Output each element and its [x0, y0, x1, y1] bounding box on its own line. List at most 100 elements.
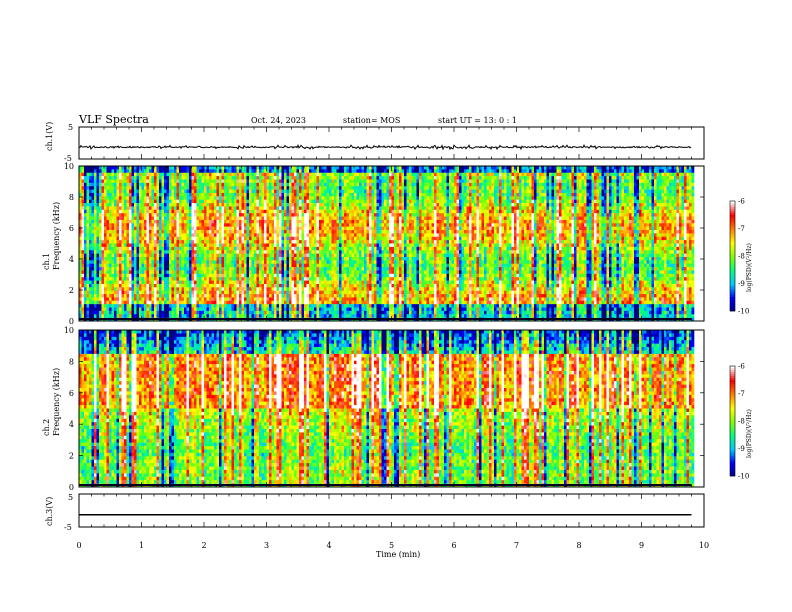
spectrogram-cell [119, 277, 122, 281]
spectrogram-cell [181, 230, 185, 234]
spectrogram-cell [96, 280, 100, 285]
spectrogram-cell [94, 226, 97, 231]
spectrogram-cell [194, 307, 197, 312]
spectrogram-cell [196, 260, 200, 265]
spectrogram-cell [161, 182, 165, 187]
spectrogram-cell [334, 209, 337, 214]
spectrogram-cell [111, 290, 115, 295]
spectrogram-cell [101, 206, 105, 211]
spectrogram-cell [239, 300, 242, 305]
spectrogram-cell [136, 304, 140, 308]
spectrogram-cell [126, 283, 130, 288]
spectrogram-cell [201, 280, 205, 285]
spectrogram-cell [96, 196, 100, 200]
spectrogram-cell [209, 206, 212, 211]
spectrogram-cell [136, 260, 140, 265]
spectrogram-cell [136, 226, 140, 231]
spectrogram-cell [289, 314, 292, 318]
spectrogram-cell [314, 304, 317, 308]
spectrogram-cell [181, 256, 185, 261]
spectrogram-cell [89, 256, 92, 261]
spectrogram-cell [331, 192, 335, 197]
spectrogram-cell [129, 253, 132, 258]
spectrogram-cell [101, 290, 105, 295]
spectrogram-cell [211, 209, 215, 214]
spectrogram-cell [274, 182, 277, 187]
spectrogram-cell [326, 307, 330, 312]
spectrogram-cell [341, 310, 345, 315]
spectrogram-cell [134, 216, 137, 221]
spectrogram-cell [186, 186, 190, 190]
spectrogram-cell [324, 219, 327, 224]
spectrogram-cell [116, 176, 120, 180]
spectrogram-cell [296, 314, 300, 318]
spectrogram-cell [249, 294, 252, 298]
spectrogram-cell [261, 182, 265, 187]
spectrogram-cell [141, 213, 145, 217]
spectrogram-cell [314, 250, 317, 254]
spectrogram-cell [81, 253, 85, 258]
spectrogram-cell [166, 213, 170, 217]
spectrogram-cell [154, 166, 157, 170]
spectrogram-cell [299, 314, 302, 318]
spectrogram-cell [144, 243, 147, 248]
spectrogram-cell [249, 189, 252, 194]
spectrogram-cell [264, 186, 267, 190]
spectrogram-cell [319, 219, 322, 224]
spectrogram-cell [121, 209, 125, 214]
spectrogram-cell [101, 300, 105, 305]
spectrogram-cell [214, 304, 217, 308]
spectrogram-cell [189, 182, 192, 187]
spectrogram-cell [274, 256, 277, 261]
spectrogram-cell [114, 209, 117, 214]
spectrogram-cell [214, 213, 217, 217]
spectrogram-cell [151, 294, 155, 298]
spectrogram-cell [234, 294, 237, 298]
spectrogram-cell [106, 213, 110, 217]
spectrogram-cell [234, 310, 237, 315]
spectrogram-cell [311, 256, 315, 261]
spectrogram-cell [244, 277, 247, 281]
spectrogram-cell [166, 233, 170, 238]
spectrogram-cell [234, 233, 237, 238]
spectrogram-cell [154, 216, 157, 221]
spectrogram-cell [341, 176, 345, 180]
spectrogram-cell [96, 273, 100, 278]
spectrogram-cell [254, 169, 257, 174]
spectrogram-cell [196, 236, 200, 241]
spectrogram-cell [119, 226, 122, 231]
spectrogram-cell [224, 233, 227, 238]
spectrogram-cell [204, 219, 207, 224]
spectrogram-cell [206, 209, 210, 214]
spectrogram-cell [101, 172, 105, 177]
spectrogram-cell [184, 182, 187, 187]
spectrogram-cell [329, 196, 332, 200]
spectrogram-cell [211, 310, 215, 315]
spectrogram-cell [174, 273, 177, 278]
spectrogram-cell [169, 310, 172, 315]
spectrogram-cell [109, 310, 112, 315]
spectrogram-cell [134, 283, 137, 288]
spectrogram-cell [306, 280, 310, 285]
spectrogram-cell [201, 277, 205, 281]
spectrogram-cell [321, 253, 325, 258]
spectrogram-cell [134, 236, 137, 241]
spectrogram-cell [171, 179, 175, 184]
spectrogram-cell [249, 192, 252, 197]
spectrogram-cell [321, 310, 325, 315]
spectrogram-cell [294, 186, 297, 190]
spectrogram-cell [316, 189, 320, 194]
spectrogram-cell [289, 186, 292, 190]
spectrogram-cell [86, 290, 90, 295]
spectrogram-cell [269, 196, 272, 200]
spectrogram-cell [156, 209, 160, 214]
spectrogram-cell [336, 307, 340, 312]
spectrogram-cell [159, 260, 162, 265]
spectrogram-cell [214, 290, 217, 295]
spectrogram-cell [206, 219, 210, 224]
spectrogram-cell [164, 182, 167, 187]
spectrogram-cell [81, 176, 85, 180]
spectrogram-cell [91, 219, 95, 224]
spectrogram-cell [159, 182, 162, 187]
spectrogram-cell [141, 223, 145, 227]
